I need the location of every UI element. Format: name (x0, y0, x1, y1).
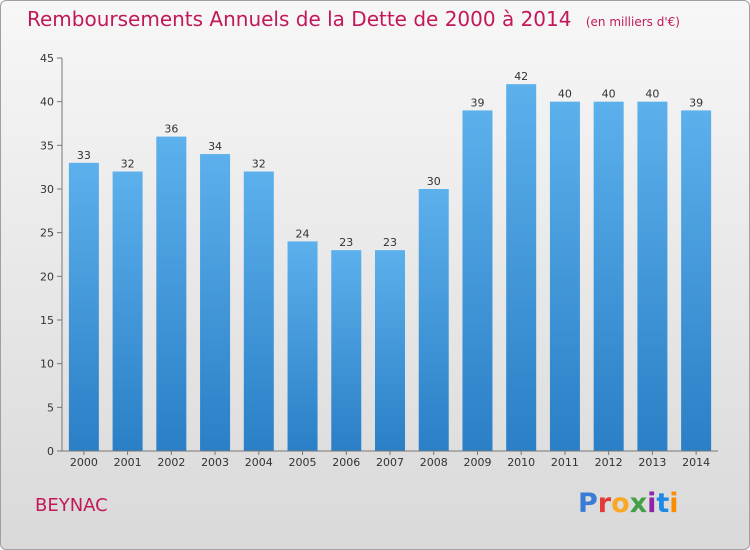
bar (243, 171, 274, 452)
bar-value-label: 40 (645, 88, 659, 101)
bar (637, 101, 668, 452)
proxiti-logo[interactable]: Proxiti (578, 488, 679, 519)
x-tick-label: 2009 (463, 456, 491, 469)
bar-value-label: 32 (252, 158, 266, 171)
x-tick-label: 2005 (289, 456, 317, 469)
y-tick-label: 40 (40, 96, 54, 109)
y-tick-label: 0 (47, 445, 54, 458)
bar (462, 110, 493, 452)
bar-value-label: 30 (427, 175, 441, 188)
bar (681, 110, 712, 452)
x-tick-label: 2008 (420, 456, 448, 469)
bar (200, 154, 231, 452)
bar-value-label: 40 (602, 88, 616, 101)
bar-value-label: 32 (121, 158, 135, 171)
bar (593, 101, 624, 452)
x-tick-label: 2000 (70, 456, 98, 469)
x-tick-label: 2014 (682, 456, 710, 469)
bar-value-label: 39 (470, 96, 484, 109)
bar (156, 136, 187, 451)
x-tick-label: 2001 (114, 456, 142, 469)
x-tick-label: 2004 (245, 456, 273, 469)
x-tick-label: 2002 (157, 456, 185, 469)
bar (68, 162, 99, 452)
chart-title: Remboursements Annuels de la Dette de 20… (27, 7, 680, 31)
title-text: Remboursements Annuels de la Dette de 20… (27, 7, 572, 31)
y-axis: 0 5 10 15 20 25 30 35 40 45 (40, 52, 63, 458)
bar-value-label: 36 (164, 123, 178, 136)
bar-value-label: 23 (339, 236, 353, 249)
bar-value-label: 39 (689, 96, 703, 109)
y-tick-label: 25 (40, 227, 54, 240)
bar (331, 250, 362, 451)
x-tick-label: 2006 (332, 456, 360, 469)
city-name: BEYNAC (35, 495, 108, 516)
y-tick-label: 30 (40, 183, 54, 196)
bar (287, 241, 318, 451)
title-unit: (en milliers d'€) (585, 15, 680, 29)
x-tick-label: 2011 (551, 456, 579, 469)
bars: 33 32 36 34 32 24 23 23 30 39 42 40 40 40 39 (68, 70, 712, 452)
y-tick-label: 15 (40, 314, 54, 327)
logo-letter: t (656, 488, 670, 519)
y-tick-label: 45 (40, 52, 54, 65)
y-tick-label: 35 (40, 139, 54, 152)
logo-letter: i (669, 488, 679, 519)
logo-letter: x (629, 488, 648, 519)
logo-letter: o (611, 488, 630, 519)
bar-value-label: 33 (77, 149, 91, 162)
y-tick-label: 10 (40, 358, 54, 371)
logo-letter: r (597, 488, 612, 519)
logo-letter: P (578, 488, 598, 519)
y-tick-label: 20 (40, 270, 54, 283)
bar (375, 250, 405, 451)
bar-value-label: 42 (514, 70, 528, 83)
x-tick-label: 2012 (595, 456, 623, 469)
y-tick-label: 5 (47, 401, 54, 414)
bar (418, 189, 449, 451)
logo-letter: i (647, 488, 657, 519)
x-tick-label: 2003 (201, 456, 229, 469)
bar (506, 84, 537, 451)
bar-value-label: 23 (383, 236, 397, 249)
x-tick-label: 2013 (638, 456, 666, 469)
bar-value-label: 34 (208, 140, 222, 153)
bar-value-label: 24 (296, 227, 310, 240)
x-axis: 2000 2001 2002 2003 2004 2005 2006 2007 2008 2009… (62, 450, 718, 469)
x-tick-label: 2010 (507, 456, 535, 469)
bar-value-label: 40 (558, 88, 572, 101)
bar (112, 171, 143, 452)
x-tick-label: 2007 (376, 456, 404, 469)
bar (549, 101, 580, 452)
